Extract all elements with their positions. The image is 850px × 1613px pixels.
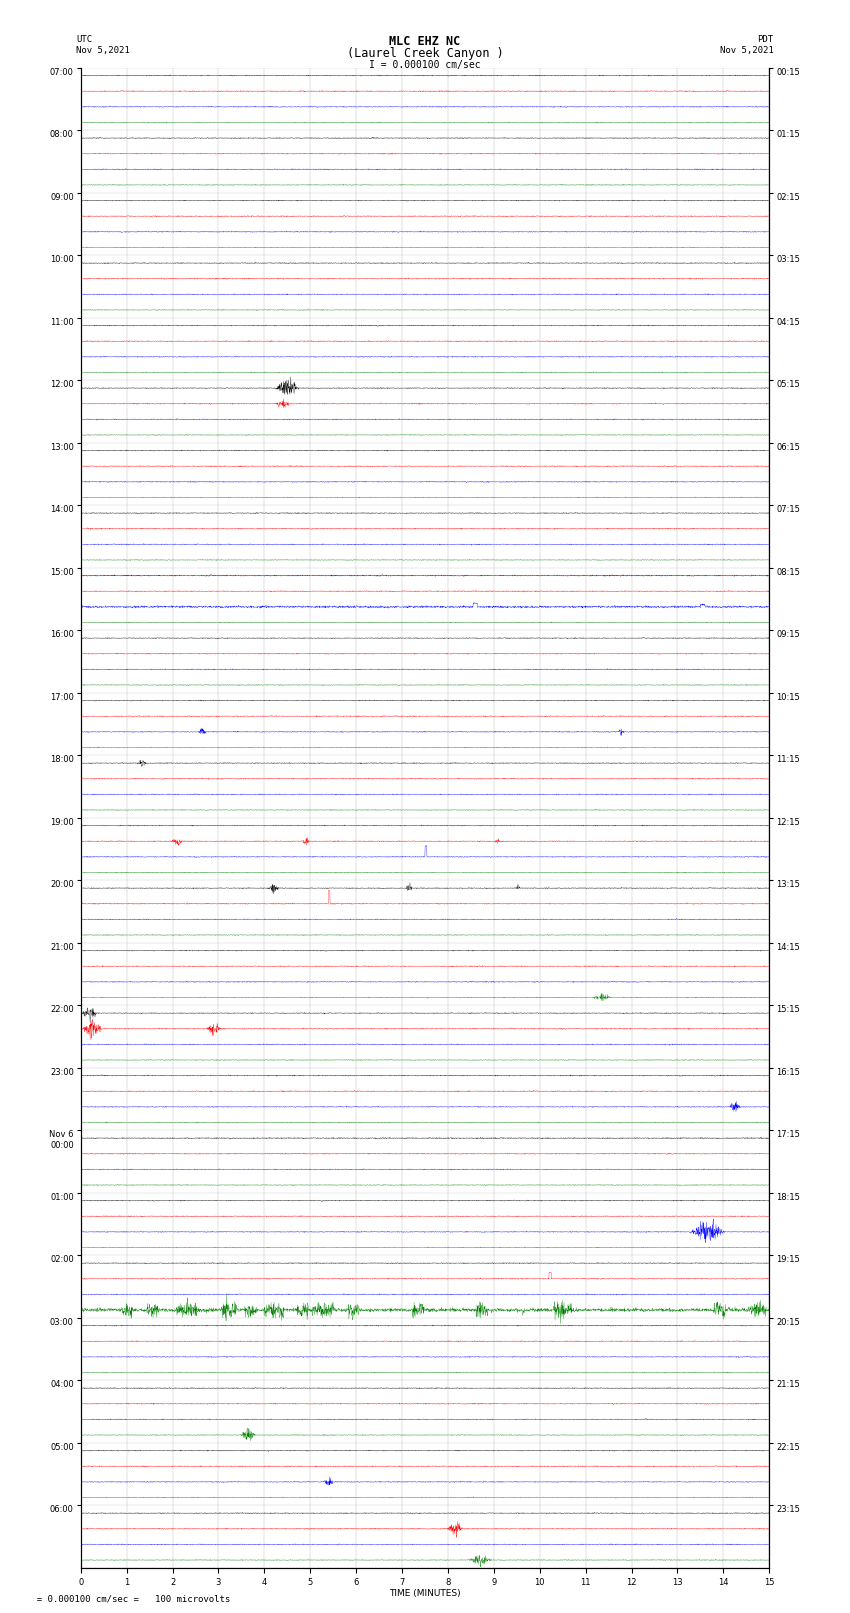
Text: PDT
Nov 5,2021: PDT Nov 5,2021 bbox=[720, 35, 774, 55]
Text: UTC
Nov 5,2021: UTC Nov 5,2021 bbox=[76, 35, 130, 55]
Text: = 0.000100 cm/sec =   100 microvolts: = 0.000100 cm/sec = 100 microvolts bbox=[26, 1594, 230, 1603]
X-axis label: TIME (MINUTES): TIME (MINUTES) bbox=[389, 1589, 461, 1598]
Text: (Laurel Creek Canyon ): (Laurel Creek Canyon ) bbox=[347, 47, 503, 60]
Text: MLC EHZ NC: MLC EHZ NC bbox=[389, 35, 461, 48]
Text: I = 0.000100 cm/sec: I = 0.000100 cm/sec bbox=[369, 60, 481, 69]
